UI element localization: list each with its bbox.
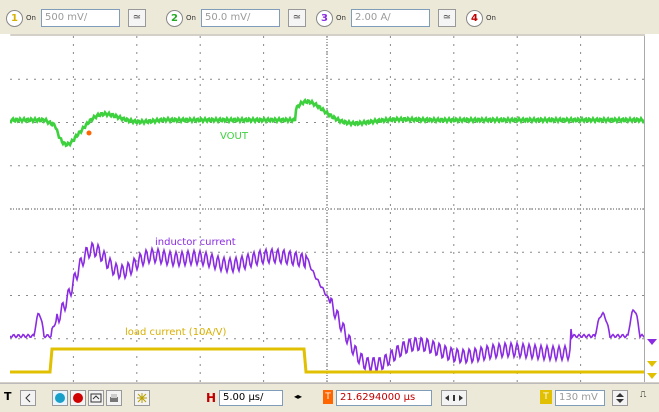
timebase-label: H [206, 391, 217, 405]
stop-button[interactable] [70, 390, 86, 406]
inductor-current-label: inductor current [155, 237, 236, 248]
waveform-display[interactable]: VOUT inductor current load current (10A/… [10, 36, 645, 382]
inductor-current-trace [10, 240, 644, 372]
trigger-level-marker[interactable] [647, 373, 657, 379]
load-current-label: load current (10A/V) [125, 327, 226, 338]
timebase-scale-field[interactable]: 5.00 µs/ [219, 390, 283, 406]
channel-3-onoff-toggle[interactable]: On [336, 13, 346, 22]
trigger-point-marker [86, 130, 92, 136]
print-icon[interactable] [106, 390, 122, 406]
trigger-level-spinner[interactable] [612, 390, 628, 406]
channel-4-controls: 4 On [466, 8, 498, 28]
scroll-left-button[interactable] [20, 390, 36, 406]
channel-2-onoff-toggle[interactable]: On [186, 13, 196, 22]
waveform-canvas: VOUT inductor current load current (10A/… [10, 36, 644, 382]
timebase-t-icon: T [4, 390, 12, 403]
autoscale-icon[interactable] [134, 390, 150, 406]
trigger-slope-icon[interactable]: ⎍ [640, 390, 647, 400]
single-shot-button[interactable] [88, 390, 104, 406]
channel-2-coupling-button[interactable]: ≃ [288, 9, 306, 27]
channel-1-onoff-toggle[interactable]: On [26, 13, 36, 22]
channel-3-scale-field[interactable]: 2.00 A/ [351, 9, 430, 27]
run-button[interactable] [52, 390, 68, 406]
trigger-level-badge: T [540, 390, 552, 404]
channel-4-button[interactable]: 4 [466, 9, 483, 27]
trigger-level-field[interactable]: 130 mV [555, 390, 605, 406]
trigger-position-field[interactable]: 21.6294000 µs [336, 390, 432, 406]
right-marker-strip [645, 34, 659, 382]
channel-3-coupling-button[interactable]: ≃ [438, 9, 456, 27]
trigger-position-marker: T [323, 390, 333, 404]
trigger-delay-icon: ◂▸ [294, 392, 303, 401]
channel-2-controls: 2 On 50.0 mV/ ≃ [166, 8, 306, 28]
channel-2-scale-field[interactable]: 50.0 mV/ [201, 9, 280, 27]
load-current-trace [10, 347, 644, 374]
channel-3-button[interactable]: 3 [316, 9, 333, 27]
acquisition-toolbar: T H 5.00 µs/ ◂▸ T 21.6294000 µs T 130 mV… [0, 383, 659, 412]
channel-1-controls: 1 On 500 mV/ ≃ [6, 8, 146, 28]
graticule [10, 36, 644, 382]
delay-stepper[interactable] [441, 390, 467, 406]
channel-3-controls: 3 On 2.00 A/ ≃ [316, 8, 456, 28]
channel-toolbar: 1 On 500 mV/ ≃ 2 On 50.0 mV/ ≃ 3 On 2.00… [0, 0, 659, 34]
channel-1-scale-field[interactable]: 500 mV/ [41, 9, 120, 27]
channel-4-onoff-toggle[interactable]: On [486, 13, 496, 22]
vout-trace [10, 97, 644, 148]
channel-2-button[interactable]: 2 [166, 9, 183, 27]
channel-1-ground-marker[interactable] [647, 361, 657, 367]
vout-label: VOUT [220, 131, 249, 142]
channel-3-ground-marker[interactable] [647, 339, 657, 345]
channel-1-coupling-button[interactable]: ≃ [128, 9, 146, 27]
channel-1-button[interactable]: 1 [6, 9, 23, 27]
